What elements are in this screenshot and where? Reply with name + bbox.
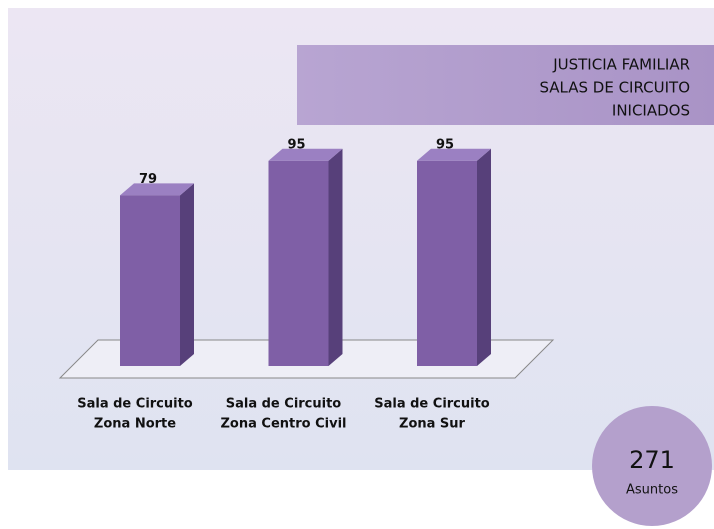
bar-side xyxy=(180,183,194,366)
x-tick-label: Zona Norte xyxy=(94,417,176,432)
x-tick-label: Zona Sur xyxy=(399,417,466,432)
bar-side xyxy=(477,148,491,366)
bar-top xyxy=(417,148,491,161)
value-label: 79 xyxy=(139,172,157,187)
x-tick-label: Sala de Circuito xyxy=(77,397,193,412)
bar xyxy=(417,148,491,366)
x-tick-label: Sala de Circuito xyxy=(226,397,342,412)
value-label: 95 xyxy=(287,137,305,152)
chart-title: INICIADOS xyxy=(612,102,690,120)
bar-front xyxy=(268,160,329,366)
x-tick-label: Sala de Circuito xyxy=(374,397,490,412)
total-value: 271 xyxy=(629,446,675,474)
total-label: Asuntos xyxy=(626,483,678,498)
x-tick-label: Zona Centro Civil xyxy=(221,417,347,432)
title-box xyxy=(297,45,714,125)
total-circle xyxy=(592,406,712,526)
chart-title: JUSTICIA FAMILIAR xyxy=(552,56,690,74)
value-label: 95 xyxy=(436,137,454,152)
bar-top xyxy=(268,148,343,161)
bar-side xyxy=(328,148,343,366)
bar-front xyxy=(120,195,180,366)
chart-title: SALAS DE CIRCUITO xyxy=(539,79,690,97)
bar-top xyxy=(120,183,194,196)
bar xyxy=(120,183,194,366)
bar xyxy=(268,148,343,366)
bar-front xyxy=(417,160,477,366)
